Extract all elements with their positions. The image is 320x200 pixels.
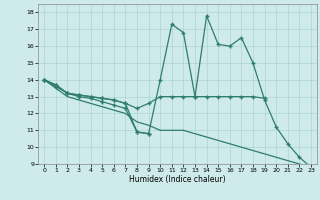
X-axis label: Humidex (Indice chaleur): Humidex (Indice chaleur) [129, 175, 226, 184]
